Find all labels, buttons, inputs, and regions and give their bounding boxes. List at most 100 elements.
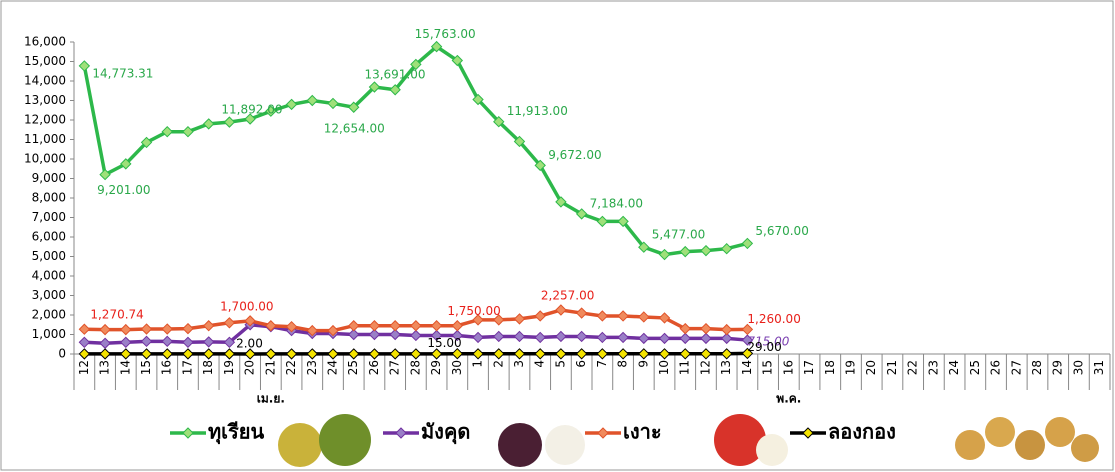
x-tick-label: 29 bbox=[1051, 360, 1065, 375]
x-tick-label: 12 bbox=[698, 360, 712, 375]
x-tick-label: 18 bbox=[823, 360, 837, 375]
x-tick-label: 7 bbox=[595, 360, 609, 368]
x-tick-label: 13 bbox=[98, 360, 112, 375]
x-tick-label: 4 bbox=[533, 360, 547, 368]
data-label: 2,257.00 bbox=[541, 288, 594, 302]
x-tick-label: 16 bbox=[781, 360, 795, 375]
data-label: 2.00 bbox=[236, 336, 263, 350]
data-label: 7,184.00 bbox=[590, 196, 643, 210]
x-tick-label: 5 bbox=[553, 360, 567, 368]
x-tick-label: 25 bbox=[346, 360, 360, 375]
x-tick-label: 10 bbox=[657, 360, 671, 375]
page: {"chart_data":{"type":"line", "category_… bbox=[0, 0, 1115, 472]
x-tick-label: 26 bbox=[367, 360, 381, 375]
legend-text: ทุเรียน bbox=[208, 420, 264, 445]
x-tick-label: 29 bbox=[429, 360, 443, 375]
longkong-image bbox=[1015, 430, 1045, 460]
data-label: 14,773.31 bbox=[92, 66, 153, 80]
x-tick-label: 14 bbox=[740, 360, 754, 375]
x-tick-label: 18 bbox=[201, 360, 215, 375]
data-label: 9,201.00 bbox=[97, 183, 150, 197]
data-label: 1,700.00 bbox=[220, 299, 273, 313]
x-tick-label: 19 bbox=[222, 360, 236, 375]
y-tick-label: 4,000 bbox=[32, 269, 66, 283]
x-tick-label: 20 bbox=[243, 360, 257, 375]
mangosteen-image bbox=[498, 423, 542, 467]
legend-text: มังคุด bbox=[421, 420, 470, 445]
longkong-image bbox=[985, 417, 1015, 447]
x-tick-label: 16 bbox=[160, 360, 174, 375]
x-tick-label: 27 bbox=[388, 360, 402, 375]
y-tick-label: 11,000 bbox=[24, 132, 66, 146]
longkong-image bbox=[1071, 434, 1099, 462]
longkong-image bbox=[1045, 417, 1075, 447]
x-tick-label: 14 bbox=[118, 360, 132, 375]
x-tick-label: 13 bbox=[719, 360, 733, 375]
y-tick-label: 10,000 bbox=[24, 152, 66, 166]
y-tick-label: 15,000 bbox=[24, 54, 66, 68]
data-label: 1,260.00 bbox=[747, 312, 800, 326]
y-tick-label: 12,000 bbox=[24, 113, 66, 127]
data-label: 15,763.00 bbox=[415, 27, 476, 41]
data-label: 29.00 bbox=[747, 340, 781, 354]
data-label: 11,913.00 bbox=[507, 104, 568, 118]
data-label: 5,477.00 bbox=[652, 228, 705, 242]
chart: 0 1,000 2,000 3,000 4,000 5,000 6,000 7,000 8,00… bbox=[0, 0, 1115, 472]
y-tick-label: 6,000 bbox=[32, 230, 66, 244]
y-tick-label: 16,000 bbox=[24, 35, 66, 49]
x-tick-label: 28 bbox=[408, 360, 422, 375]
x-tick-label: 30 bbox=[450, 360, 464, 375]
data-label: 13,691.00 bbox=[364, 68, 425, 82]
x-tick-label: 27 bbox=[1009, 360, 1023, 375]
rambutan-image bbox=[756, 434, 788, 466]
durian-image bbox=[278, 423, 322, 467]
y-tick-label: 1,000 bbox=[32, 327, 66, 341]
chart-frame bbox=[1, 1, 1113, 470]
data-label: 1,750.00 bbox=[447, 304, 500, 318]
x-tick-label: 11 bbox=[678, 360, 692, 375]
x-tick-label: 28 bbox=[1030, 360, 1044, 375]
x-tick-label: 26 bbox=[989, 360, 1003, 375]
data-label: 1,270.74 bbox=[90, 308, 143, 322]
x-tick-label: 31 bbox=[1092, 360, 1106, 375]
x-tick-label: 3 bbox=[512, 360, 526, 368]
x-tick-label: 30 bbox=[1071, 360, 1085, 375]
legend-text: ลองกอง bbox=[828, 420, 896, 444]
y-tick-label: 14,000 bbox=[24, 74, 66, 88]
data-label: 12,654.00 bbox=[324, 122, 385, 136]
x-tick-label: 19 bbox=[844, 360, 858, 375]
legend-text: เงาะ bbox=[623, 420, 662, 444]
x-tick-label: 12 bbox=[77, 360, 91, 375]
mangosteen-image bbox=[545, 425, 585, 465]
x-tick-label: 17 bbox=[180, 360, 194, 375]
y-tick-label: 8,000 bbox=[32, 191, 66, 205]
x-tick-label: 8 bbox=[616, 360, 630, 368]
x-tick-label: 21 bbox=[263, 360, 277, 375]
x-tick-label: 15 bbox=[139, 360, 153, 375]
y-tick-label: 5,000 bbox=[32, 249, 66, 263]
rambutan-image bbox=[714, 414, 766, 466]
x-tick-label: 23 bbox=[305, 360, 319, 375]
y-tick-label: 3,000 bbox=[32, 288, 66, 302]
x-tick-label: 6 bbox=[574, 360, 588, 368]
x-group-label: พ.ค. bbox=[776, 392, 801, 406]
x-tick-label: 9 bbox=[636, 360, 650, 368]
data-label: 5,670.00 bbox=[755, 224, 808, 238]
x-tick-label: 21 bbox=[885, 360, 899, 375]
x-tick-label: 2 bbox=[491, 360, 505, 368]
durian-image bbox=[319, 414, 371, 466]
x-tick-label: 25 bbox=[968, 360, 982, 375]
y-tick-label: 13,000 bbox=[24, 93, 66, 107]
x-tick-label: 15 bbox=[761, 360, 775, 375]
longkong-image bbox=[955, 430, 985, 460]
y-tick-label: 0 bbox=[58, 347, 66, 361]
x-group-label: เม.ย. bbox=[257, 392, 285, 406]
x-tick-label: 1 bbox=[471, 360, 485, 368]
x-tick-label: 22 bbox=[284, 360, 298, 375]
data-label: 9,672.00 bbox=[548, 148, 601, 162]
x-tick-label: 20 bbox=[864, 360, 878, 375]
y-tick-label: 9,000 bbox=[32, 171, 66, 185]
y-tick-label: 2,000 bbox=[32, 308, 66, 322]
x-tick-label: 24 bbox=[947, 360, 961, 375]
y-tick-label: 7,000 bbox=[32, 210, 66, 224]
